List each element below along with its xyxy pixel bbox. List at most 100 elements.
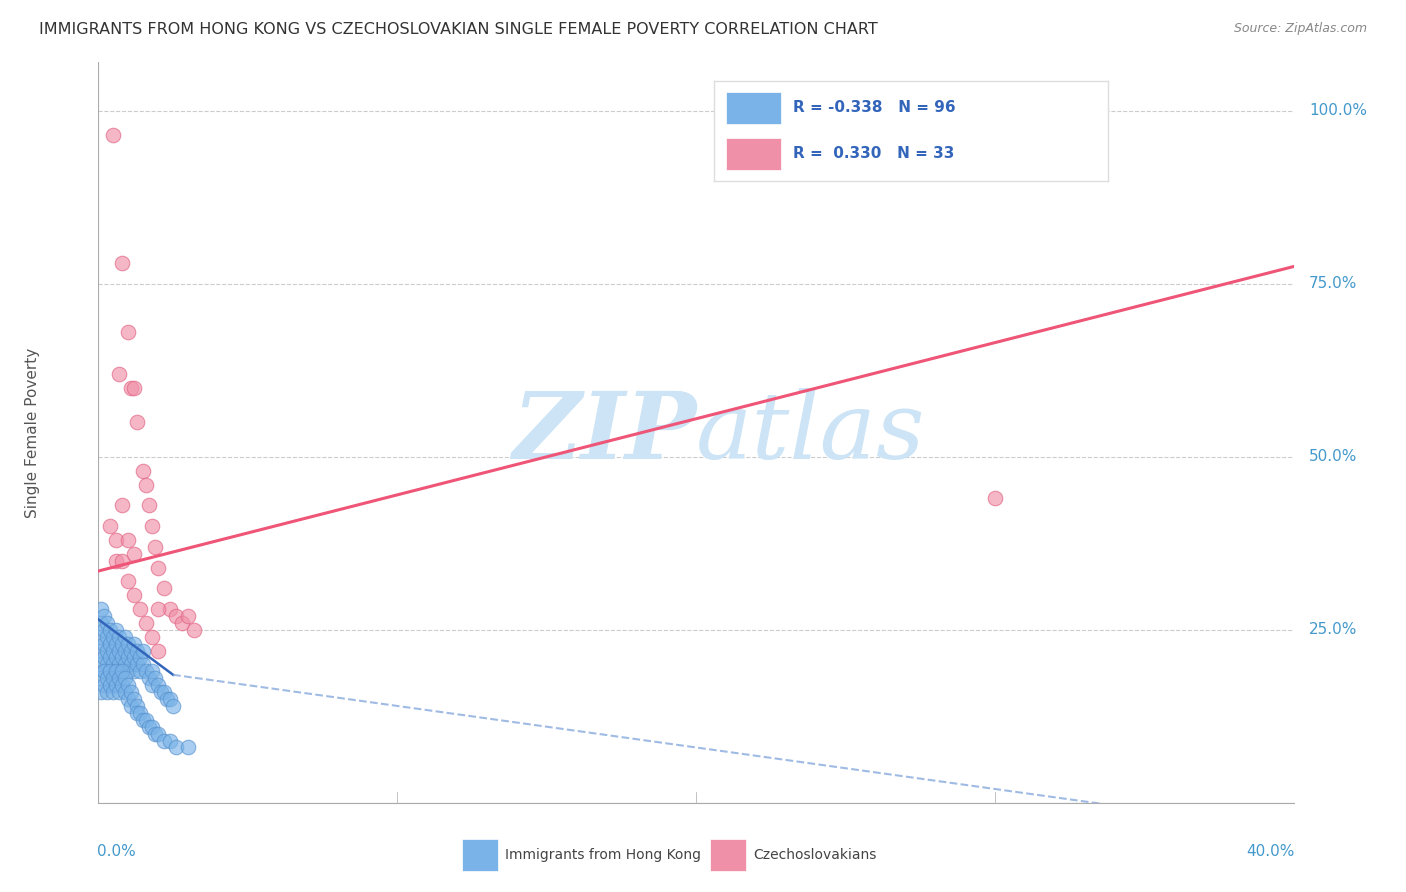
Point	[96, 657, 118, 672]
Point	[103, 671, 125, 685]
Point	[117, 326, 139, 340]
Point	[143, 671, 166, 685]
Point	[90, 685, 112, 699]
Point	[111, 665, 134, 679]
Point	[132, 657, 155, 672]
Point	[105, 623, 128, 637]
Point	[93, 609, 115, 624]
Point	[132, 713, 155, 727]
Point	[141, 665, 163, 679]
Point	[96, 643, 118, 657]
Point	[143, 726, 166, 740]
Point	[105, 650, 128, 665]
Point	[111, 637, 134, 651]
Point	[93, 650, 115, 665]
Point	[114, 630, 136, 644]
Point	[117, 665, 139, 679]
Point	[105, 665, 128, 679]
Point	[132, 464, 155, 478]
Point	[135, 713, 157, 727]
Point	[156, 692, 179, 706]
Point	[93, 623, 115, 637]
Point	[153, 582, 176, 596]
Point	[141, 519, 163, 533]
Point	[148, 560, 170, 574]
Point	[124, 692, 146, 706]
Text: 75.0%: 75.0%	[1309, 277, 1357, 292]
Text: Source: ZipAtlas.com: Source: ZipAtlas.com	[1233, 22, 1367, 36]
Point	[98, 637, 122, 651]
Point	[98, 678, 122, 692]
Point	[90, 657, 112, 672]
Point	[93, 637, 115, 651]
Point	[132, 643, 155, 657]
Text: 25.0%: 25.0%	[1309, 623, 1357, 637]
Point	[127, 706, 149, 720]
Point	[108, 643, 131, 657]
Point	[120, 657, 142, 672]
Point	[98, 665, 122, 679]
Text: 100.0%: 100.0%	[1309, 103, 1367, 119]
Point	[117, 692, 139, 706]
Point	[135, 477, 157, 491]
Point	[111, 665, 134, 679]
Point	[148, 678, 170, 692]
Point	[103, 128, 125, 142]
Point	[90, 671, 112, 685]
Point	[103, 643, 125, 657]
Point	[117, 533, 139, 547]
Point	[177, 740, 200, 755]
Point	[127, 657, 149, 672]
Point	[124, 665, 146, 679]
Point	[98, 665, 122, 679]
Point	[138, 671, 160, 685]
Point	[138, 498, 160, 512]
Point	[117, 637, 139, 651]
Point	[114, 671, 136, 685]
Point	[141, 678, 163, 692]
Text: ZIP: ZIP	[512, 388, 696, 477]
Point	[105, 554, 128, 568]
Point	[103, 657, 125, 672]
Point	[124, 637, 146, 651]
Point	[114, 643, 136, 657]
Point	[159, 602, 181, 616]
Point	[135, 665, 157, 679]
Point	[162, 698, 184, 713]
Point	[111, 554, 134, 568]
Text: Single Female Poverty: Single Female Poverty	[25, 348, 41, 517]
Point	[105, 665, 128, 679]
Point	[108, 671, 131, 685]
Point	[129, 665, 152, 679]
Text: atlas: atlas	[696, 388, 925, 477]
Point	[165, 609, 187, 624]
Point	[96, 630, 118, 644]
Point	[148, 726, 170, 740]
Point	[108, 685, 131, 699]
Point	[120, 643, 142, 657]
Point	[96, 671, 118, 685]
Point	[120, 381, 142, 395]
Point	[141, 630, 163, 644]
Point	[135, 615, 157, 630]
Point	[90, 615, 112, 630]
Point	[111, 256, 134, 270]
Point	[98, 623, 122, 637]
Point	[117, 650, 139, 665]
Point	[90, 630, 112, 644]
Point	[120, 698, 142, 713]
Point	[172, 615, 194, 630]
Text: 0.0%: 0.0%	[97, 844, 136, 858]
Point	[150, 685, 173, 699]
Point	[98, 650, 122, 665]
Point	[124, 547, 146, 561]
Point	[129, 650, 152, 665]
Point	[183, 623, 205, 637]
Point	[103, 671, 125, 685]
Point	[984, 491, 1007, 506]
Point	[117, 574, 139, 589]
Point	[96, 615, 118, 630]
Point	[111, 650, 134, 665]
Point	[177, 609, 200, 624]
Point	[111, 678, 134, 692]
